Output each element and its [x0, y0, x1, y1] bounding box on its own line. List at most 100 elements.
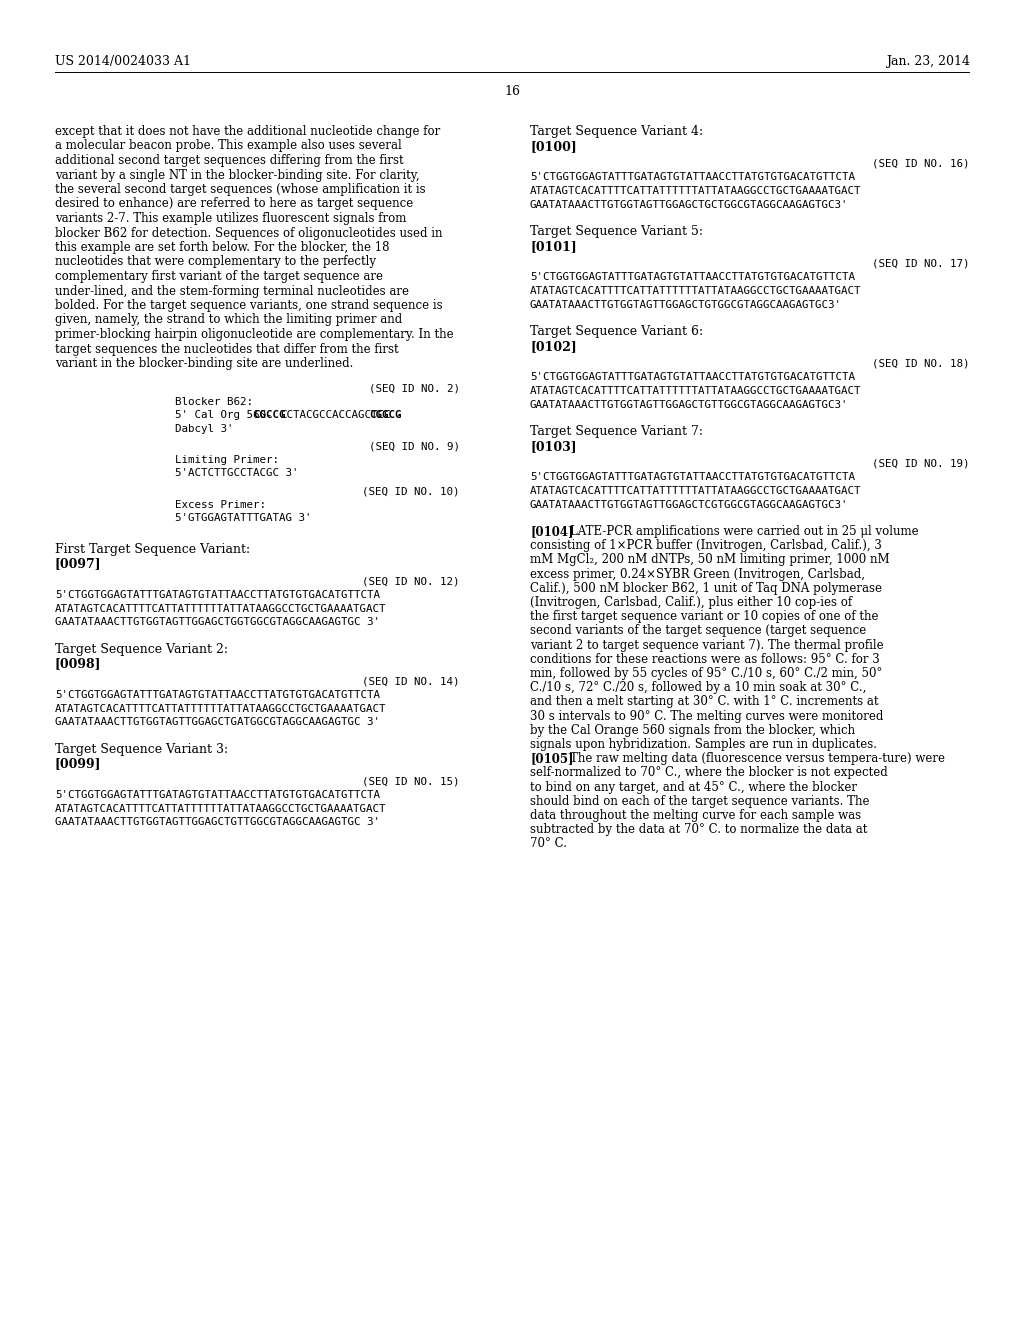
Text: C./10 s, 72° C./20 s, followed by a 10 min soak at 30° C.,: C./10 s, 72° C./20 s, followed by a 10 m… — [530, 681, 866, 694]
Text: 5'CTGGTGGAGTATTTGATAGTGTATTAACCTTATGTGTGACATGTTCTA: 5'CTGGTGGAGTATTTGATAGTGTATTAACCTTATGTGTG… — [530, 173, 855, 182]
Text: min, followed by 55 cycles of 95° C./10 s, 60° C./2 min, 50°: min, followed by 55 cycles of 95° C./10 … — [530, 667, 883, 680]
Text: First Target Sequence Variant:: First Target Sequence Variant: — [55, 543, 250, 556]
Text: variants 2-7. This example utilizes fluorescent signals from: variants 2-7. This example utilizes fluo… — [55, 213, 407, 224]
Text: by the Cal Orange 560 signals from the blocker, which: by the Cal Orange 560 signals from the b… — [530, 723, 855, 737]
Text: Excess Primer:: Excess Primer: — [175, 499, 266, 510]
Text: 30 s intervals to 90° C. The melting curves were monitored: 30 s intervals to 90° C. The melting cur… — [530, 710, 884, 722]
Text: ATATAGTCACATTTTCATTATTTTTTATTATAAGGCCTGCTGAAAATGACT: ATATAGTCACATTTTCATTATTTTTTATTATAAGGCCTGC… — [55, 704, 386, 714]
Text: GAATATAAACTTGTGGTAGTTGGAGCTGTTGGCGTAGGCAAGAGTGC 3': GAATATAAACTTGTGGTAGTTGGAGCTGTTGGCGTAGGCA… — [55, 817, 380, 828]
Text: [0099]: [0099] — [55, 758, 101, 771]
Text: (SEQ ID NO. 17): (SEQ ID NO. 17) — [872, 259, 970, 269]
Text: (SEQ ID NO. 15): (SEQ ID NO. 15) — [362, 776, 460, 787]
Text: nucleotides that were complementary to the perfectly: nucleotides that were complementary to t… — [55, 256, 376, 268]
Text: ATATAGTCACATTTTCATTATTTTTTATTATAAGGCCTGCTGAAAATGACT: ATATAGTCACATTTTCATTATTTTTTATTATAAGGCCTGC… — [55, 804, 386, 813]
Text: CGCCG: CGCCG — [254, 411, 287, 421]
Text: bolded. For the target sequence variants, one strand sequence is: bolded. For the target sequence variants… — [55, 300, 442, 312]
Text: (SEQ ID NO. 14): (SEQ ID NO. 14) — [362, 676, 460, 686]
Text: a molecular beacon probe. This example also uses several: a molecular beacon probe. This example a… — [55, 140, 401, 153]
Text: 5'CTGGTGGAGTATTTGATAGTGTATTAACCTTATGTGTGACATGTTCTA: 5'CTGGTGGAGTATTTGATAGTGTATTAACCTTATGTGTG… — [55, 789, 380, 800]
Text: GAATATAAACTTGTGGTAGTTGGAGCTGCTGGCGTAGGCAAGAGTGC3': GAATATAAACTTGTGGTAGTTGGAGCTGCTGGCGTAGGCA… — [530, 199, 849, 210]
Text: variant by a single NT in the blocker-binding site. For clarity,: variant by a single NT in the blocker-bi… — [55, 169, 420, 181]
Text: consisting of 1×PCR buffer (Invitrogen, Carlsbad, Calif.), 3: consisting of 1×PCR buffer (Invitrogen, … — [530, 539, 882, 552]
Text: to bind on any target, and at 45° C., where the blocker: to bind on any target, and at 45° C., wh… — [530, 780, 857, 793]
Text: Target Sequence Variant 3:: Target Sequence Variant 3: — [55, 742, 228, 755]
Text: 5'CTGGTGGAGTATTTGATAGTGTATTAACCTTATGTGTGACATGTTCTA: 5'CTGGTGGAGTATTTGATAGTGTATTAACCTTATGTGTG… — [530, 473, 855, 483]
Text: GAATATAAACTTGTGGTAGTTGGAGCTGGTGGCGTAGGCAAGAGTGC 3': GAATATAAACTTGTGGTAGTTGGAGCTGGTGGCGTAGGCA… — [55, 616, 380, 627]
Text: the several second target sequences (whose amplification it is: the several second target sequences (who… — [55, 183, 426, 195]
Text: (SEQ ID NO. 19): (SEQ ID NO. 19) — [872, 459, 970, 469]
Text: [0100]: [0100] — [530, 140, 577, 153]
Text: GAATATAAACTTGTGGTAGTTGGAGCTGATGGCGTAGGCAAGAGTGC 3': GAATATAAACTTGTGGTAGTTGGAGCTGATGGCGTAGGCA… — [55, 717, 380, 727]
Text: (SEQ ID NO. 10): (SEQ ID NO. 10) — [362, 486, 460, 496]
Text: Blocker B62:: Blocker B62: — [175, 397, 253, 407]
Text: subtracted by the data at 70° C. to normalize the data at: subtracted by the data at 70° C. to norm… — [530, 824, 867, 836]
Text: GAATATAAACTTGTGGTAGTTGGAGCTCGTGGCGTAGGCAAGAGTGC3': GAATATAAACTTGTGGTAGTTGGAGCTCGTGGCGTAGGCA… — [530, 499, 849, 510]
Text: primer-blocking hairpin oligonucleotide are complementary. In the: primer-blocking hairpin oligonucleotide … — [55, 327, 454, 341]
Text: (SEQ ID NO. 16): (SEQ ID NO. 16) — [872, 158, 970, 169]
Text: data throughout the melting curve for each sample was: data throughout the melting curve for ea… — [530, 809, 861, 822]
Text: 5' Cal Org 560-: 5' Cal Org 560- — [175, 411, 272, 421]
Text: The raw melting data (fluorescence versus tempera-ture) were: The raw melting data (fluorescence versu… — [570, 752, 945, 766]
Text: should bind on each of the target sequence variants. The: should bind on each of the target sequen… — [530, 795, 869, 808]
Text: under-lined, and the stem-forming terminal nucleotides are: under-lined, and the stem-forming termin… — [55, 285, 409, 297]
Text: ATATAGTCACATTTTCATTATTTTTTATTATAAGGCCTGCTGAAAATGACT: ATATAGTCACATTTTCATTATTTTTTATTATAAGGCCTGC… — [530, 486, 861, 496]
Text: 70° C.: 70° C. — [530, 837, 567, 850]
Text: (SEQ ID NO. 2): (SEQ ID NO. 2) — [369, 384, 460, 393]
Text: second variants of the target sequence (target sequence: second variants of the target sequence (… — [530, 624, 866, 638]
Text: Target Sequence Variant 5:: Target Sequence Variant 5: — [530, 224, 703, 238]
Text: ATATAGTCACATTTTCATTATTTTTTATTATAAGGCCTGCTGAAAATGACT: ATATAGTCACATTTTCATTATTTTTTATTATAAGGCCTGC… — [55, 603, 386, 614]
Text: desired to enhance) are referred to here as target sequence: desired to enhance) are referred to here… — [55, 198, 414, 210]
Text: (SEQ ID NO. 18): (SEQ ID NO. 18) — [872, 359, 970, 370]
Text: [0102]: [0102] — [530, 341, 577, 352]
Text: ATATAGTCACATTTTCATTATTTTTTATTATAAGGCCTGCTGAAAATGACT: ATATAGTCACATTTTCATTATTTTTTATTATAAGGCCTGC… — [530, 385, 861, 396]
Text: [0103]: [0103] — [530, 440, 577, 453]
Text: this example are set forth below. For the blocker, the 18: this example are set forth below. For th… — [55, 242, 389, 253]
Text: except that it does not have the additional nucleotide change for: except that it does not have the additio… — [55, 125, 440, 139]
Text: [0098]: [0098] — [55, 657, 101, 671]
Text: 5'ACTCTTGCCTACGC 3': 5'ACTCTTGCCTACGC 3' — [175, 469, 299, 479]
Text: Dabcyl 3': Dabcyl 3' — [175, 424, 233, 434]
Text: conditions for these reactions were as follows: 95° C. for 3: conditions for these reactions were as f… — [530, 653, 880, 665]
Text: 5'CTGGTGGAGTATTTGATAGTGTATTAACCTTATGTGTGACATGTTCTA: 5'CTGGTGGAGTATTTGATAGTGTATTAACCTTATGTGTG… — [530, 272, 855, 282]
Text: and then a melt starting at 30° C. with 1° C. increments at: and then a melt starting at 30° C. with … — [530, 696, 879, 709]
Text: 5'GTGGAGTATTTGATAG 3': 5'GTGGAGTATTTGATAG 3' — [175, 513, 311, 523]
Text: CGGCG: CGGCG — [370, 411, 401, 421]
Text: excess primer, 0.24×SYBR Green (Invitrogen, Carlsbad,: excess primer, 0.24×SYBR Green (Invitrog… — [530, 568, 865, 581]
Text: signals upon hybridization. Samples are run in duplicates.: signals upon hybridization. Samples are … — [530, 738, 877, 751]
Text: 5'CTGGTGGAGTATTTGATAGTGTATTAACCTTATGTGTGACATGTTCTA: 5'CTGGTGGAGTATTTGATAGTGTATTAACCTTATGTGTG… — [55, 590, 380, 601]
Text: Jan. 23, 2014: Jan. 23, 2014 — [886, 55, 970, 69]
Text: the first target sequence variant or 10 copies of one of the: the first target sequence variant or 10 … — [530, 610, 879, 623]
Text: [0105]: [0105] — [530, 752, 573, 766]
Text: CCTACGCCACCAGCTCC: CCTACGCCACCAGCTCC — [280, 411, 390, 421]
Text: GAATATAAACTTGTGGTAGTTGGAGCTGTGGCGTAGGCAAGAGTGC3': GAATATAAACTTGTGGTAGTTGGAGCTGTGGCGTAGGCAA… — [530, 300, 842, 309]
Text: 5'CTGGTGGAGTATTTGATAGTGTATTAACCTTATGTGTGACATGTTCTA: 5'CTGGTGGAGTATTTGATAGTGTATTAACCTTATGTGTG… — [55, 690, 380, 700]
Text: 5'CTGGTGGAGTATTTGATAGTGTATTAACCTTATGTGTGACATGTTCTA: 5'CTGGTGGAGTATTTGATAGTGTATTAACCTTATGTGTG… — [530, 372, 855, 383]
Text: -: - — [395, 411, 402, 421]
Text: blocker B62 for detection. Sequences of oligonucleotides used in: blocker B62 for detection. Sequences of … — [55, 227, 442, 239]
Text: (SEQ ID NO. 12): (SEQ ID NO. 12) — [362, 577, 460, 586]
Text: ATATAGTCACATTTTCATTATTTTTTATTATAAGGCCTGCTGAAAATGACT: ATATAGTCACATTTTCATTATTTTTTATTATAAGGCCTGC… — [530, 286, 861, 296]
Text: Limiting Primer:: Limiting Primer: — [175, 455, 279, 465]
Text: complementary first variant of the target sequence are: complementary first variant of the targe… — [55, 271, 383, 282]
Text: ATATAGTCACATTTTCATTATTTTTTATTATAAGGCCTGCTGAAAATGACT: ATATAGTCACATTTTCATTATTTTTTATTATAAGGCCTGC… — [530, 186, 861, 195]
Text: given, namely, the strand to which the limiting primer and: given, namely, the strand to which the l… — [55, 314, 402, 326]
Text: variant in the blocker-binding site are underlined.: variant in the blocker-binding site are … — [55, 356, 353, 370]
Text: variant 2 to target sequence variant 7). The thermal profile: variant 2 to target sequence variant 7).… — [530, 639, 884, 652]
Text: US 2014/0024033 A1: US 2014/0024033 A1 — [55, 55, 191, 69]
Text: [0097]: [0097] — [55, 557, 101, 570]
Text: Target Sequence Variant 4:: Target Sequence Variant 4: — [530, 125, 703, 139]
Text: (Invitrogen, Carlsbad, Calif.), plus either 10 cop-ies of: (Invitrogen, Carlsbad, Calif.), plus eit… — [530, 597, 852, 609]
Text: self-normalized to 70° C., where the blocker is not expected: self-normalized to 70° C., where the blo… — [530, 767, 888, 779]
Text: additional second target sequences differing from the first: additional second target sequences diffe… — [55, 154, 403, 168]
Text: GAATATAAACTTGTGGTAGTTGGAGCTGTTGGCGTAGGCAAGAGTGC3': GAATATAAACTTGTGGTAGTTGGAGCTGTTGGCGTAGGCA… — [530, 400, 849, 409]
Text: (SEQ ID NO. 9): (SEQ ID NO. 9) — [369, 441, 460, 451]
Text: LATE-PCR amplifications were carried out in 25 μl volume: LATE-PCR amplifications were carried out… — [570, 525, 919, 539]
Text: Target Sequence Variant 6:: Target Sequence Variant 6: — [530, 325, 703, 338]
Text: Calif.), 500 nM blocker B62, 1 unit of Taq DNA polymerase: Calif.), 500 nM blocker B62, 1 unit of T… — [530, 582, 882, 595]
Text: [0101]: [0101] — [530, 240, 577, 253]
Text: Target Sequence Variant 7:: Target Sequence Variant 7: — [530, 425, 703, 438]
Text: [0104]: [0104] — [530, 525, 573, 539]
Text: mM MgCl₂, 200 nM dNTPs, 50 nM limiting primer, 1000 nM: mM MgCl₂, 200 nM dNTPs, 50 nM limiting p… — [530, 553, 890, 566]
Text: 16: 16 — [504, 84, 520, 98]
Text: Target Sequence Variant 2:: Target Sequence Variant 2: — [55, 643, 228, 656]
